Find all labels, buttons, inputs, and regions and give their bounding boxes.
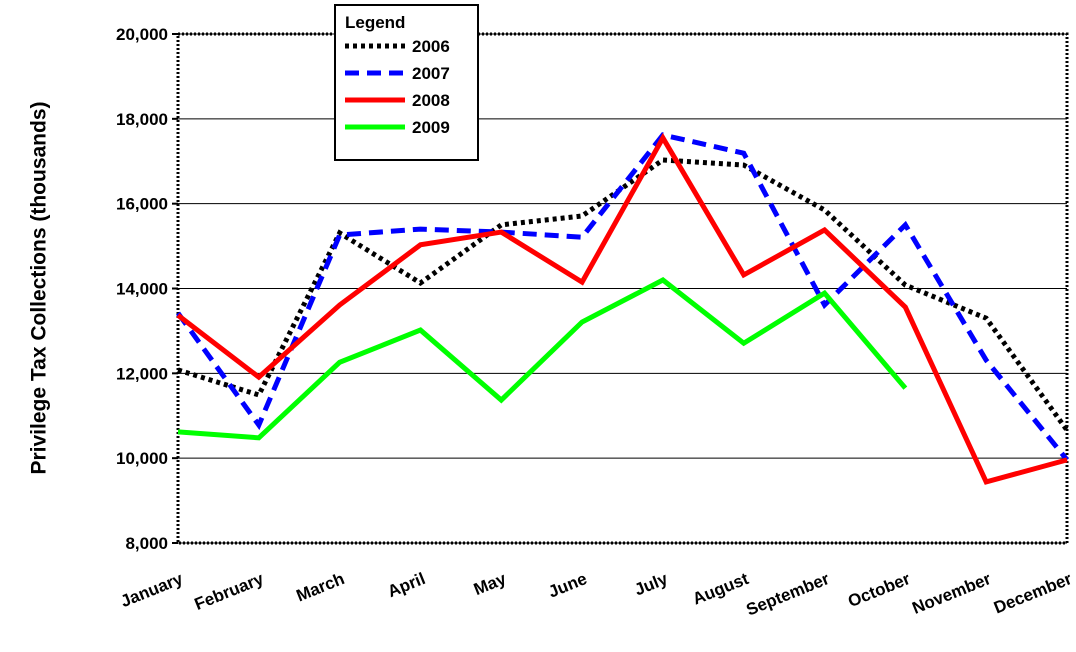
legend-label: 2007: [412, 64, 450, 83]
y-tick-label: 12,000: [116, 364, 168, 383]
y-tick-label: 14,000: [116, 280, 168, 299]
legend-box: [334, 4, 479, 161]
x-tick-label: January: [118, 569, 186, 611]
x-tick-label: May: [471, 569, 509, 599]
series-line: [175, 132, 1069, 462]
y-tick-label: 8,000: [125, 534, 168, 553]
x-tick-label: September: [743, 569, 832, 620]
x-tick-label: March: [294, 569, 348, 605]
series-line: [177, 157, 1070, 432]
y-axis-label: Privilege Tax Collections (thousands): [28, 101, 51, 474]
x-tick-label: July: [632, 569, 671, 600]
x-tick-label: June: [546, 569, 590, 601]
series-line: [176, 132, 1068, 485]
x-tick-label: April: [385, 569, 428, 601]
x-tick-label: November: [909, 569, 994, 618]
legend-label: 2006: [412, 37, 450, 56]
x-tick-label: October: [845, 569, 913, 611]
y-tick-label: 16,000: [116, 195, 168, 214]
x-tick-label: August: [690, 569, 752, 609]
y-tick-label: 10,000: [116, 449, 168, 468]
legend-title: Legend: [345, 13, 405, 32]
series-line: [177, 277, 908, 441]
legend: Legend 2006 2007 2008 2009: [334, 4, 479, 161]
legend-label: 2009: [412, 118, 450, 137]
x-tick-label: February: [192, 569, 267, 614]
x-tick-label: December: [991, 569, 1075, 618]
y-tick-label: 18,000: [116, 110, 168, 129]
y-tick-label: 20,000: [116, 25, 168, 44]
legend-label: 2008: [412, 91, 450, 110]
